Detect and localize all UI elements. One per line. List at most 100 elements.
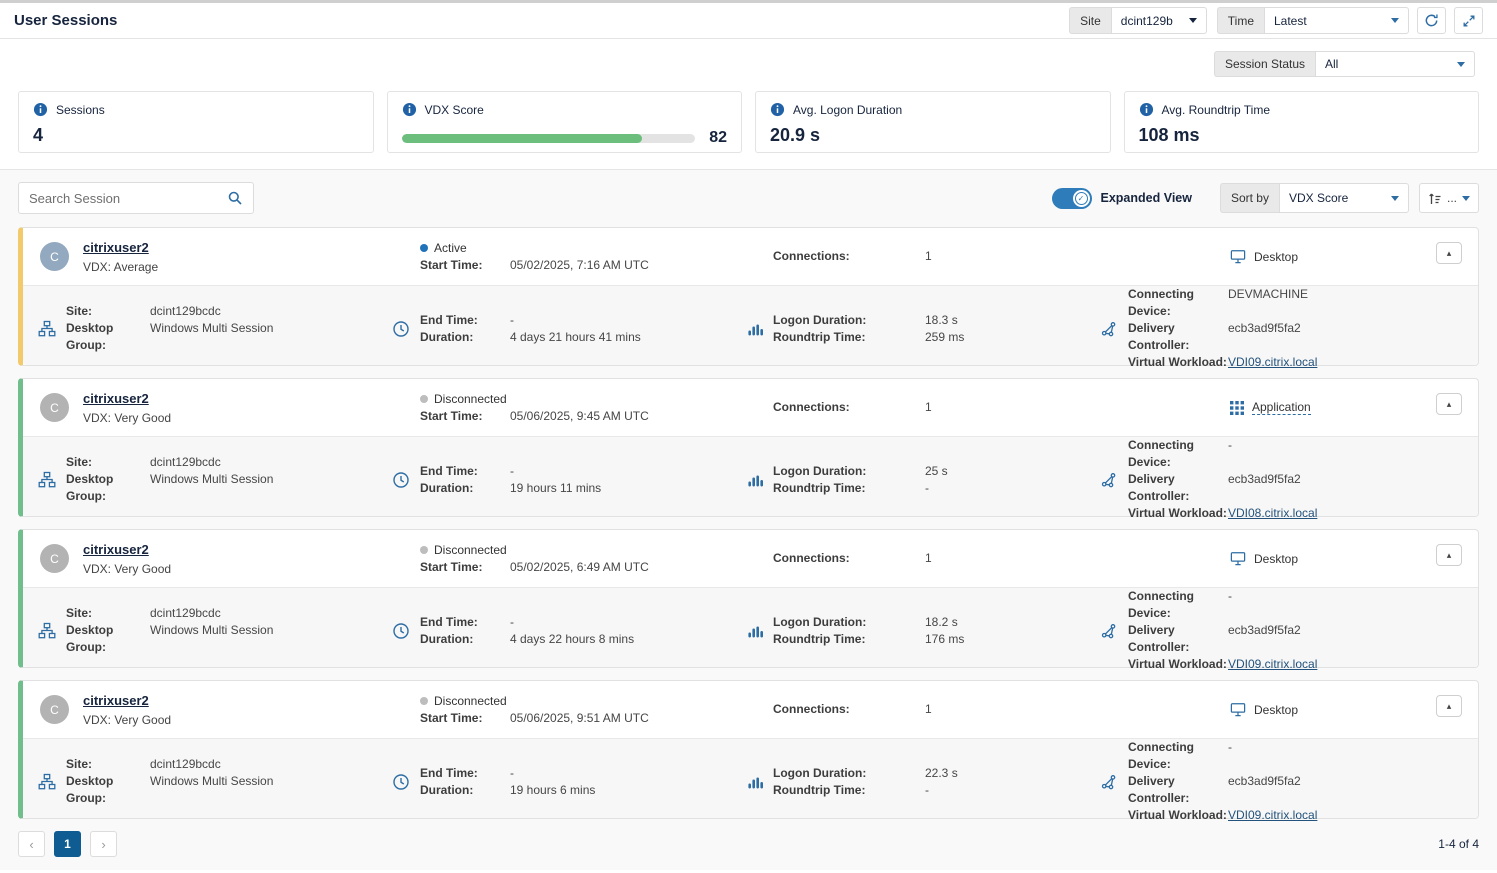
info-icon[interactable] (1139, 102, 1154, 117)
end-time-label: End Time: (420, 312, 478, 327)
vdx-progress-fill (401, 133, 643, 143)
connections-value: 1 (925, 400, 932, 414)
session-user-link[interactable]: citrixuser2 (83, 693, 149, 708)
start-time-label: Start Time: (420, 257, 483, 272)
session-list: C citrixuser2 VDX: Average Active Start … (18, 227, 1479, 822)
site-select[interactable]: dcint129b (1110, 7, 1207, 34)
session-user-cell: C citrixuser2 VDX: Very Good (23, 379, 377, 436)
page-title: User Sessions (14, 12, 118, 29)
sort-by-filter: Sort by VDX Score (1219, 183, 1409, 213)
session-type-cell: Desktop (1085, 681, 1422, 738)
metric-label: VDX Score (424, 102, 484, 117)
collapse-button[interactable]: ▴ (1436, 695, 1462, 717)
collapse-button[interactable]: ▴ (1436, 242, 1462, 264)
session-user-link[interactable]: citrixuser2 (83, 542, 149, 557)
end-time-label: End Time: (420, 614, 478, 629)
session-card: C citrixuser2 VDX: Very Good Disconnecte… (18, 529, 1479, 671)
connections-label: Connections: (773, 400, 850, 414)
logon-duration-label: Logon Duration: (773, 312, 867, 327)
avatar: C (40, 242, 69, 271)
site-select-value: dcint129b (1120, 13, 1173, 28)
info-icon[interactable] (33, 102, 48, 117)
metrics-row: Sessions 4 VDX Score 82 Avg. (0, 77, 1497, 169)
virtual-workload-label: Virtual Workload: (1128, 808, 1227, 822)
expanded-view-toggle[interactable]: ✓ (1051, 187, 1092, 209)
collapse-button[interactable]: ▴ (1436, 544, 1462, 566)
search-input[interactable] (29, 190, 227, 206)
logon-duration-label: Logon Duration: (773, 463, 867, 478)
session-user-link[interactable]: citrixuser2 (83, 391, 149, 406)
window-top-strip (0, 0, 1497, 3)
pagination-page-1[interactable]: 1 (54, 831, 81, 857)
connecting-device-value: - (1228, 740, 1232, 754)
info-icon[interactable] (402, 102, 417, 117)
delivery-controller-label: Delivery Controller: (1128, 321, 1190, 352)
connections-label: Connections: (773, 702, 850, 716)
time-select[interactable]: Latest (1264, 7, 1409, 34)
duration-label: Duration: (420, 480, 474, 495)
session-type-cell: Application (1085, 379, 1422, 436)
avatar: C (40, 695, 69, 724)
desktop-group-label: Desktop Group: (66, 472, 114, 503)
toggle-knob: ✓ (1072, 189, 1090, 207)
metric-card-vdx-score: VDX Score 82 (386, 91, 742, 153)
clock-icon (393, 622, 409, 639)
desktop-group-label: Desktop Group: (66, 623, 114, 654)
delivery-controller-value: ecb3ad9f5fa2 (1228, 774, 1301, 788)
session-status-cell: Disconnected Start Time: 05/06/2025, 9:4… (377, 379, 731, 436)
status-dot (420, 546, 428, 554)
metric-card-sessions: Sessions 4 (18, 91, 374, 153)
metric-label: Sessions (56, 102, 105, 117)
session-card: C citrixuser2 VDX: Very Good Disconnecte… (18, 680, 1479, 822)
session-user-link[interactable]: citrixuser2 (83, 240, 149, 255)
fullscreen-button[interactable] (1454, 7, 1483, 34)
sort-by-value: VDX Score (1288, 191, 1349, 205)
search-icon[interactable] (227, 190, 243, 206)
time-info-cell: End Time: - Duration: 4 days 21 hours 41… (377, 286, 731, 371)
sort-order-button[interactable]: ... (1418, 183, 1479, 213)
performance-info-cell: Logon Duration: 25 s Roundtrip Time: - (731, 437, 1085, 522)
duration-label: Duration: (420, 782, 474, 797)
session-status-value: All (1325, 57, 1339, 71)
refresh-button[interactable] (1417, 7, 1446, 34)
virtual-workload-link[interactable]: VDI08.citrix.local (1228, 506, 1318, 520)
session-status-select[interactable]: All (1315, 51, 1475, 77)
roundtrip-time-value: - (925, 782, 929, 797)
site-info-cell: Site: dcint129bcdc Desktop Group: Window… (23, 739, 377, 824)
status-dot (420, 395, 428, 403)
chevron-down-icon (1188, 18, 1197, 23)
site-value: dcint129bcdc (150, 757, 221, 771)
start-time-label: Start Time: (420, 710, 483, 725)
check-icon: ✓ (1074, 191, 1088, 205)
topology-icon (1101, 321, 1116, 336)
virtual-workload-link[interactable]: VDI09.citrix.local (1228, 808, 1318, 822)
site-label: Site: (66, 455, 93, 469)
session-user-cell: C citrixuser2 VDX: Very Good (23, 530, 377, 587)
info-icon[interactable] (770, 102, 785, 117)
site-label: Site: (66, 757, 93, 771)
pagination-next-button[interactable]: › (90, 831, 117, 857)
delivery-controller-value: ecb3ad9f5fa2 (1228, 472, 1301, 486)
connecting-device-label: Connecting Device: (1128, 287, 1194, 318)
metric-value: 20.9 s (770, 125, 821, 145)
desktop-group-label: Desktop Group: (66, 774, 114, 805)
status-text: Disconnected (434, 693, 507, 708)
time-info-cell: End Time: - Duration: 4 days 22 hours 8 … (377, 588, 731, 673)
metric-card-roundtrip-time: Avg. Roundtrip Time 108 ms (1123, 91, 1479, 153)
connecting-device-label: Connecting Device: (1128, 438, 1194, 469)
roundtrip-time-value: 176 ms (925, 631, 965, 646)
sort-by-select[interactable]: VDX Score (1278, 183, 1409, 213)
virtual-workload-link[interactable]: VDI09.citrix.local (1228, 355, 1318, 369)
duration-value: 19 hours 6 mins (510, 782, 596, 797)
clock-icon (393, 471, 409, 488)
pagination-prev-button[interactable]: ‹ (18, 831, 45, 857)
session-user-cell: C citrixuser2 VDX: Very Good (23, 681, 377, 738)
session-type-label[interactable]: Application (1252, 400, 1311, 415)
virtual-workload-link[interactable]: VDI09.citrix.local (1228, 657, 1318, 671)
start-time-value: 05/02/2025, 7:16 AM UTC (510, 257, 649, 272)
collapse-button[interactable]: ▴ (1436, 393, 1462, 415)
time-select-value: Latest (1274, 13, 1307, 28)
bar-chart-icon (748, 475, 763, 486)
topology-icon (1101, 472, 1116, 487)
duration-label: Duration: (420, 329, 474, 344)
